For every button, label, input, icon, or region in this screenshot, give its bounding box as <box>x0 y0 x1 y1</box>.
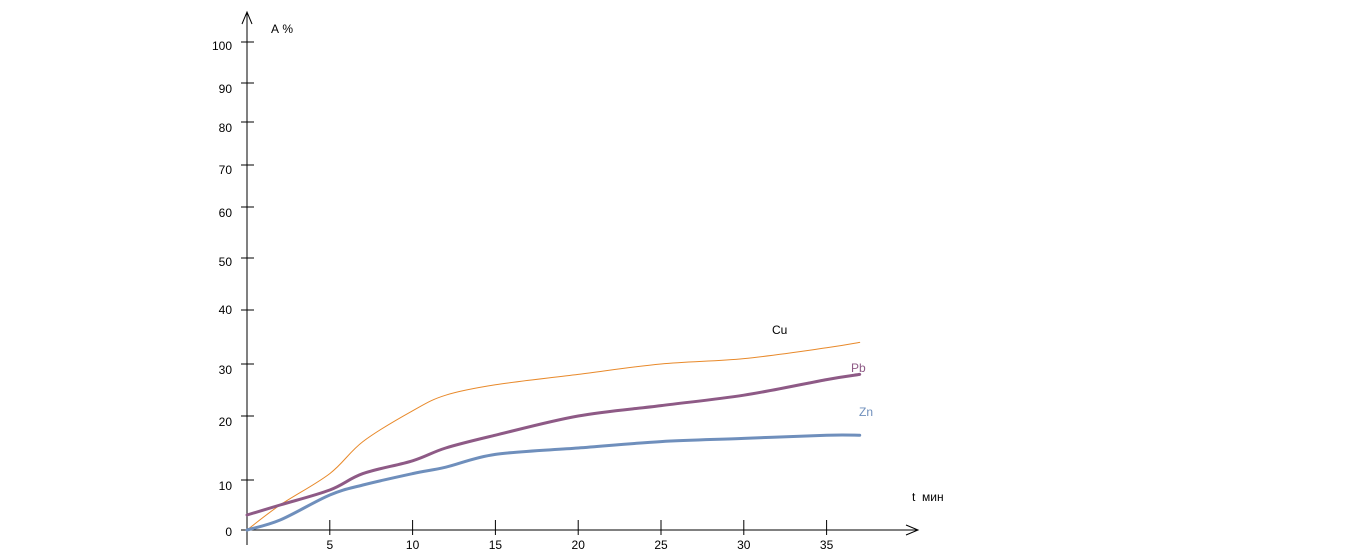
axes <box>241 10 920 545</box>
y-tick-label: 60 <box>219 206 233 220</box>
x-axis-arrow <box>905 524 920 536</box>
y-tick-label: 0 <box>225 525 232 539</box>
x-tick-label: 10 <box>406 538 420 551</box>
x-tick-label: 25 <box>654 538 668 551</box>
x-tick-label: 15 <box>489 538 503 551</box>
series-label-pb: Pb <box>851 361 866 375</box>
y-axis-arrow <box>241 10 253 25</box>
y-tick-label: 80 <box>219 121 233 135</box>
y-axis-title: А % <box>271 22 293 36</box>
x-tick-label: 35 <box>820 538 834 551</box>
series-line-pb <box>245 372 862 517</box>
series-line-cu <box>246 341 861 531</box>
y-tick-label: 10 <box>219 479 233 493</box>
x-tick-label: 5 <box>326 538 333 551</box>
labels-layer: А % t мин Cu Pb Zn <box>271 22 944 504</box>
y-tick-label: 90 <box>219 82 233 96</box>
series-label-zn: Zn <box>859 405 873 419</box>
series-layer <box>245 341 862 532</box>
series-line-zn <box>245 433 862 532</box>
x-tick-label: 20 <box>572 538 586 551</box>
y-tick-label: 40 <box>219 303 233 317</box>
y-tick-label: 50 <box>219 255 233 269</box>
y-tick-label: 100 <box>212 39 232 53</box>
x-tick-label: 30 <box>737 538 751 551</box>
x-axis-title: t мин <box>912 490 944 504</box>
x-ticks: 5 10 15 20 25 30 35 <box>326 520 834 551</box>
y-tick-label: 30 <box>219 363 233 377</box>
y-tick-label: 20 <box>219 415 233 429</box>
y-tick-label: 70 <box>219 163 233 177</box>
y-ticks: 0 10 20 30 40 50 60 70 80 90 100 <box>212 39 254 539</box>
series-label-cu: Cu <box>772 323 787 337</box>
